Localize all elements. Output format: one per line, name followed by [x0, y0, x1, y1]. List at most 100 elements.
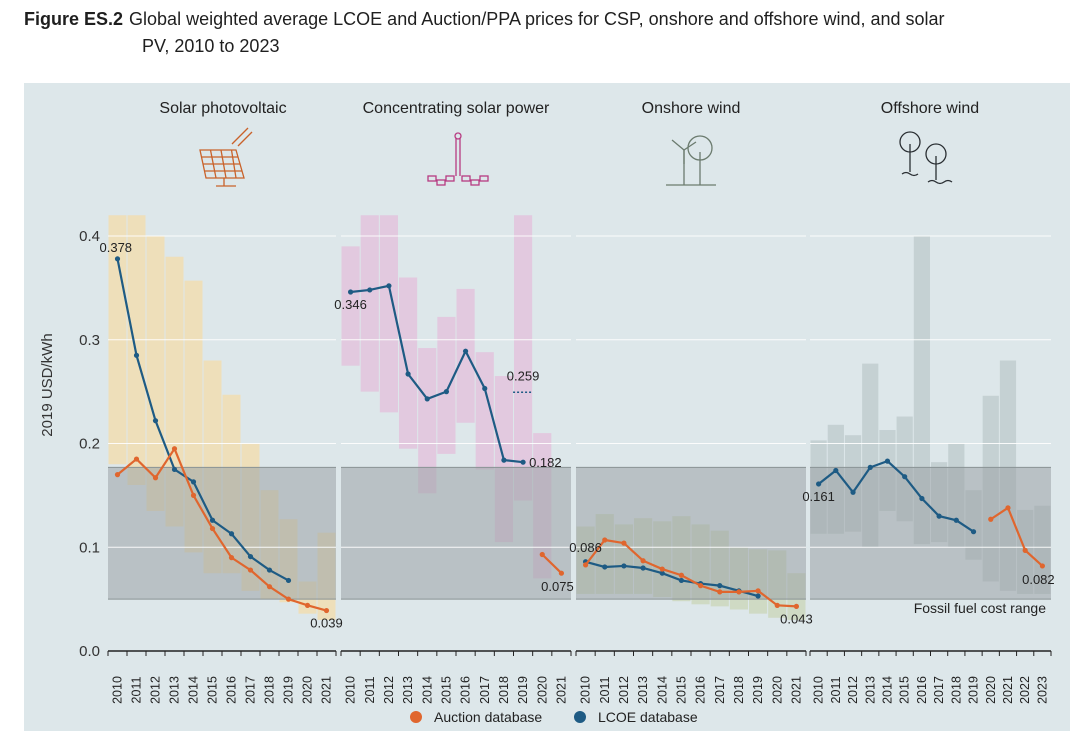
- x-tick-label: 2012: [382, 676, 396, 704]
- cost-range-bar: [418, 348, 437, 494]
- x-tick-label: 2012: [846, 676, 860, 704]
- x-tick-label: 2020: [535, 676, 549, 704]
- cost-range-bar: [514, 215, 533, 501]
- y-tick-label: 0.4: [79, 228, 100, 245]
- panel-title: Offshore wind: [881, 100, 979, 117]
- y-tick-label: 0.3: [79, 332, 100, 349]
- figure-number: Figure ES.2: [24, 9, 124, 29]
- x-tick-label: 2012: [617, 676, 631, 704]
- x-tick-label: 2016: [225, 676, 239, 704]
- lcoe-point: [755, 593, 761, 599]
- lcoe-point: [405, 371, 411, 377]
- y-tick-label: 0.2: [79, 436, 100, 453]
- x-tick-label: 2019: [516, 676, 530, 704]
- figure-title-line2: PV, 2010 to 2023: [142, 36, 280, 56]
- lcoe-point: [640, 565, 646, 571]
- data-label: 0.161: [802, 489, 835, 504]
- lcoe-point: [678, 577, 685, 584]
- x-tick-label: 2018: [732, 676, 746, 704]
- legend-label-auction: Auction database: [434, 709, 542, 725]
- data-label: 0.346: [334, 297, 367, 312]
- solar-panel-frame: [199, 149, 245, 179]
- x-tick-label: 2015: [206, 676, 220, 704]
- auction-point: [988, 516, 994, 522]
- cost-range-bar: [360, 215, 379, 392]
- lcoe-point: [285, 577, 292, 584]
- auction-point: [678, 572, 685, 578]
- lcoe-point: [936, 513, 942, 519]
- auction-line: [990, 506, 1044, 567]
- panel-title: Concentrating solar power: [363, 100, 550, 117]
- offshore-wind-icon: [899, 131, 953, 185]
- lcoe-point: [482, 385, 488, 392]
- x-tick-label: 2017: [478, 676, 492, 704]
- auction-point: [133, 456, 140, 462]
- lcoe-point: [501, 457, 507, 463]
- wave: [901, 171, 919, 177]
- lcoe-point: [443, 389, 450, 395]
- lcoe-point: [902, 474, 908, 480]
- cost-range-bar: [379, 215, 398, 413]
- x-tick-label: 2015: [674, 676, 688, 704]
- auction-point: [190, 492, 197, 498]
- auction-point: [558, 570, 565, 576]
- x-tick-label: 2010: [111, 676, 125, 704]
- x-tick-label: 2019: [967, 676, 981, 704]
- x-tick-label: 2018: [949, 676, 963, 704]
- lcoe-point: [266, 567, 273, 573]
- cost-range-bar: [456, 288, 475, 423]
- x-tick-label: 2014: [420, 676, 434, 704]
- turbine-rotor: [899, 131, 921, 153]
- x-tick-label: 2011: [363, 677, 377, 704]
- auction-line: [541, 553, 563, 574]
- x-tick-label: 2016: [694, 676, 708, 704]
- tower-receiver: [454, 132, 462, 140]
- legend-label-lcoe: LCOE database: [598, 709, 698, 725]
- lcoe-point: [621, 563, 627, 569]
- lcoe-point: [424, 396, 430, 402]
- lcoe-point: [602, 564, 608, 570]
- x-tick-label: 2020: [984, 676, 998, 704]
- auction-point: [602, 537, 608, 543]
- x-tick-label: 2015: [439, 676, 453, 704]
- lcoe-point: [386, 283, 392, 289]
- y-axis-label: 2019 USD/kWh: [39, 333, 56, 436]
- lcoe-point: [114, 256, 121, 262]
- x-tick-label: 2017: [244, 676, 258, 704]
- lcoe-point: [970, 529, 977, 535]
- lcoe-point: [209, 517, 216, 523]
- x-tick-label: 2016: [915, 676, 929, 704]
- x-tick-label: 2019: [751, 676, 765, 704]
- x-tick-label: 2010: [579, 676, 593, 704]
- figure-title: Figure ES.2 Global weighted average LCOE …: [24, 6, 1074, 60]
- turbine-blade: [683, 141, 697, 151]
- lcoe-point: [833, 467, 839, 474]
- auction-point: [755, 588, 761, 594]
- y-tick-label: 0.1: [79, 539, 100, 556]
- heliostat: [427, 175, 437, 182]
- fossil-fuel-band: [108, 467, 336, 600]
- lcoe-point: [228, 531, 235, 537]
- auction-point: [697, 583, 704, 589]
- auction-point: [171, 446, 178, 452]
- cost-range-bar: [341, 246, 360, 366]
- auction-point: [114, 472, 121, 478]
- x-tick-label: 2014: [187, 676, 201, 704]
- data-label: 0.259: [507, 368, 540, 383]
- legend-marker-lcoe: [574, 711, 586, 723]
- panel-title: Solar photovoltaic: [159, 100, 286, 117]
- solar-tower-icon: [427, 132, 489, 186]
- lcoe-point: [520, 459, 526, 465]
- data-label: 0.039: [310, 616, 343, 631]
- x-tick-label: 2016: [459, 676, 473, 704]
- auction-point: [323, 607, 330, 614]
- turbine-rotor: [687, 135, 713, 161]
- lcoe-point: [133, 352, 140, 358]
- auction-point: [582, 562, 589, 568]
- lcoe-line: [350, 284, 524, 464]
- lcoe-point: [816, 481, 822, 487]
- lcoe-point: [247, 553, 254, 560]
- x-tick-label: 2021: [789, 676, 803, 704]
- x-tick-label: 2021: [1001, 676, 1015, 704]
- auction-point: [736, 589, 742, 595]
